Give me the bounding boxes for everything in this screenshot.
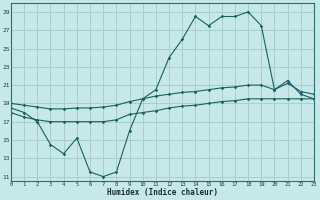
X-axis label: Humidex (Indice chaleur): Humidex (Indice chaleur) xyxy=(107,188,218,197)
